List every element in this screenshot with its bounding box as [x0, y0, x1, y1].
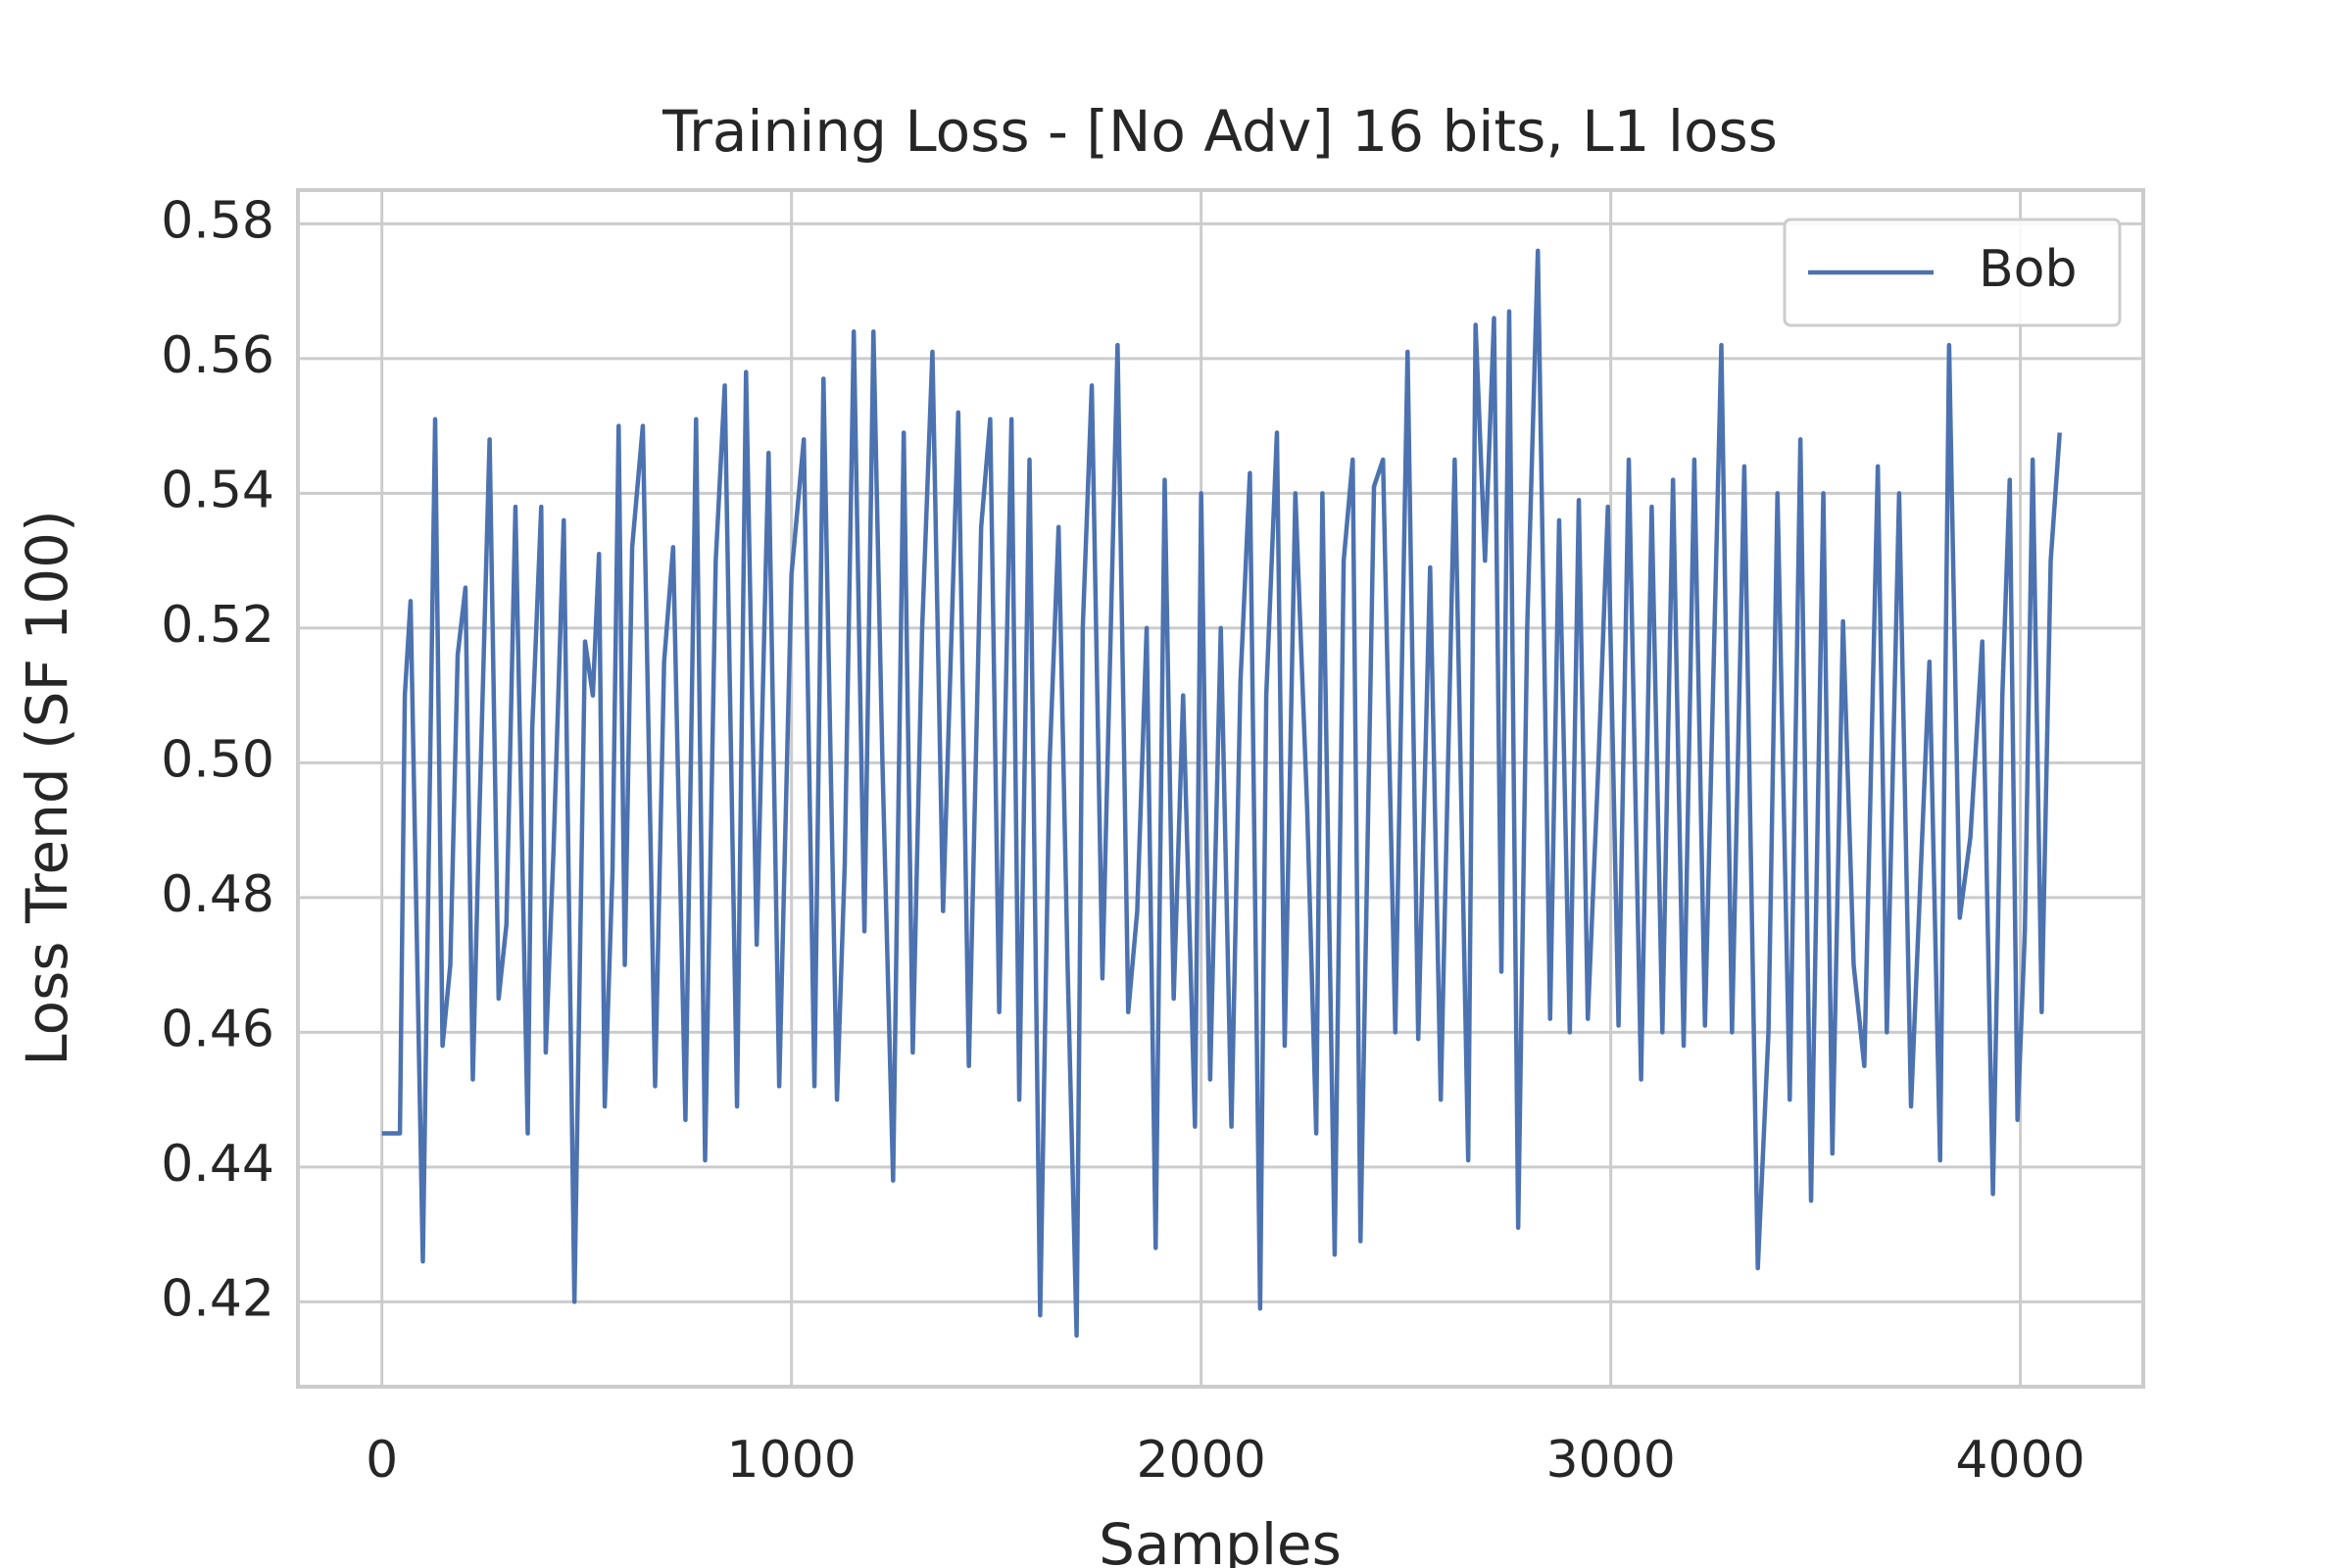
y-tick-label: 0.50 — [161, 730, 274, 789]
y-axis-label: Loss Trend (SF 100) — [14, 510, 80, 1065]
y-tick-label: 0.58 — [161, 191, 274, 250]
y-tick-label: 0.56 — [161, 326, 274, 385]
y-tick-label: 0.48 — [161, 865, 274, 924]
legend-box — [1783, 218, 2122, 327]
chart-title: Training Loss - [No Adv] 16 bits, L1 los… — [662, 98, 1778, 165]
x-tick-label: 3000 — [1545, 1431, 1675, 1490]
x-axis-label: Samples — [1099, 1511, 1342, 1568]
y-tick-label: 0.46 — [161, 1000, 274, 1058]
plot-frame — [296, 188, 2145, 1389]
x-tick-label: 4000 — [1955, 1431, 2084, 1490]
legend-label: Bob — [1979, 240, 2078, 299]
x-tick-label: 1000 — [726, 1431, 856, 1490]
y-tick-label: 0.54 — [161, 461, 274, 519]
x-tick-label: 2000 — [1136, 1431, 1265, 1490]
y-tick-label: 0.44 — [161, 1135, 274, 1194]
x-tick-label: 0 — [366, 1431, 398, 1490]
data-line — [381, 248, 2062, 1338]
y-tick-label: 0.52 — [161, 596, 274, 655]
y-tick-label: 0.42 — [161, 1269, 274, 1328]
